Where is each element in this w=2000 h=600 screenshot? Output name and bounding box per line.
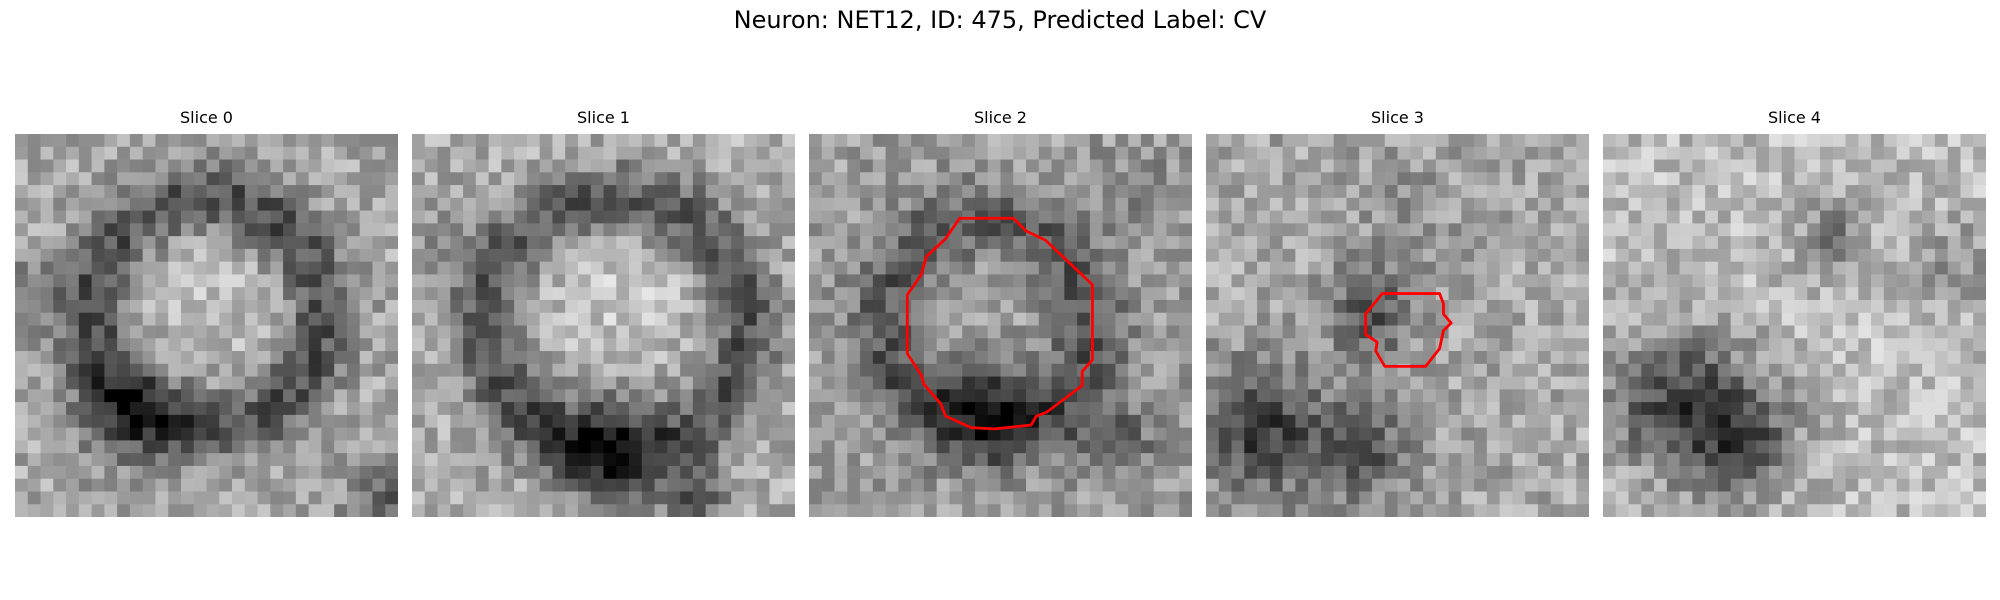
slice-title: Slice 0 — [180, 108, 233, 127]
slice-title: Slice 1 — [577, 108, 630, 127]
slice-image — [15, 134, 398, 517]
slice-image — [1206, 134, 1589, 517]
segmentation-contour — [905, 216, 1094, 431]
slice-image — [412, 134, 795, 517]
slice-title: Slice 3 — [1371, 108, 1424, 127]
slice-title: Slice 4 — [1768, 108, 1821, 127]
slice-title: Slice 2 — [974, 108, 1027, 127]
figure-title: Neuron: NET12, ID: 475, Predicted Label:… — [733, 6, 1267, 34]
slice-image — [809, 134, 1192, 517]
segmentation-contour — [1364, 292, 1453, 368]
slice-image — [1603, 134, 1986, 517]
